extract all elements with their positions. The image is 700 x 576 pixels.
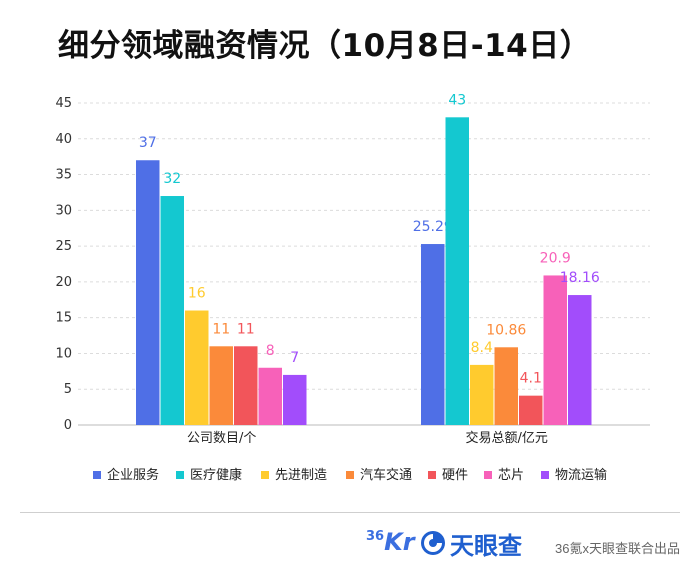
y-tick-label: 25 <box>55 239 72 254</box>
data-label: 16 <box>188 286 206 302</box>
bar <box>185 310 209 425</box>
bar <box>445 117 469 426</box>
legend-swatch <box>428 471 436 479</box>
credit-text: 36氪x天眼查联合出品 <box>555 541 680 556</box>
legend-swatch <box>93 471 101 479</box>
logo-tianyancha: 天眼查 <box>420 528 522 560</box>
bar <box>283 374 307 425</box>
data-label: 8 <box>266 343 275 359</box>
legend-label: 硬件 <box>442 468 468 483</box>
data-label: 18.16 <box>560 270 600 286</box>
data-label: 37 <box>139 135 157 151</box>
bar <box>136 160 160 425</box>
y-tick-label: 45 <box>55 96 72 111</box>
y-tick-label: 30 <box>55 203 72 218</box>
bar-chart: 0 5 10 15 20 25 30 35 40 45 37 32 16 11 11 8 7 公司数目/个 25.2… <box>55 92 650 483</box>
logo-36kr: 36Kr <box>366 528 415 556</box>
x-tick-label: 交易总额/亿元 <box>466 430 548 446</box>
bar <box>258 367 282 425</box>
legend-swatch <box>346 471 354 479</box>
data-label: 7 <box>290 350 299 366</box>
y-tick-label: 20 <box>55 275 72 290</box>
y-tick-label: 35 <box>55 168 72 183</box>
data-label: 11 <box>212 321 230 337</box>
legend-label: 芯片 <box>498 468 524 483</box>
bar <box>568 295 592 425</box>
tianyancha-text: 天眼查 <box>450 531 522 560</box>
data-label: 32 <box>163 171 181 187</box>
data-label: 43 <box>448 92 466 108</box>
logo-36kr-suffix: Kr <box>384 528 415 556</box>
x-tick-label: 公司数目/个 <box>187 431 256 446</box>
data-label: 25.29 <box>413 219 453 235</box>
data-label: 8.4 <box>471 340 493 356</box>
bar <box>421 244 445 425</box>
legend-label: 医疗健康 <box>190 467 242 483</box>
legend-label: 先进制造 <box>275 468 327 483</box>
bar <box>519 395 543 425</box>
chart-title: 细分领域融资情况（10月8日-14日） <box>58 28 592 64</box>
data-label: 10.86 <box>486 322 526 338</box>
bar <box>543 275 567 425</box>
tianyancha-mark-icon <box>421 531 445 555</box>
legend-label: 汽车交通 <box>360 467 412 483</box>
y-tick-label: 10 <box>55 346 72 361</box>
y-tick-label: 40 <box>55 132 72 147</box>
y-tick-label: 0 <box>64 418 72 433</box>
data-label: 11 <box>237 321 255 337</box>
bar <box>160 196 184 425</box>
bar <box>209 346 233 425</box>
footer-divider <box>20 512 680 513</box>
data-label: 4.1 <box>520 371 542 387</box>
data-label: 20.9 <box>540 250 571 266</box>
bar <box>470 364 494 425</box>
legend-swatch <box>541 471 549 479</box>
logo-36kr-prefix: 36 <box>366 529 385 544</box>
legend-swatch <box>261 471 269 479</box>
legend-swatch <box>484 471 492 479</box>
bar <box>494 347 518 425</box>
legend-swatch <box>176 471 184 479</box>
y-tick-label: 15 <box>55 311 72 326</box>
y-tick-label: 5 <box>64 382 72 397</box>
legend-label: 物流运输 <box>555 467 607 483</box>
bar <box>234 346 258 425</box>
legend-label: 企业服务 <box>107 467 159 483</box>
